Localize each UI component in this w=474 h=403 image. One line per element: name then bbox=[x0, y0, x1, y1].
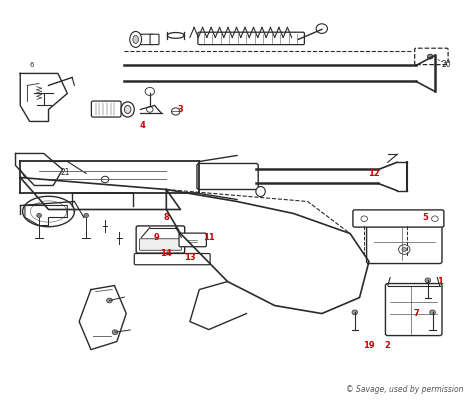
Text: 12: 12 bbox=[368, 169, 380, 178]
FancyBboxPatch shape bbox=[366, 222, 442, 264]
Text: 5: 5 bbox=[422, 213, 428, 222]
Circle shape bbox=[36, 214, 41, 218]
Circle shape bbox=[428, 54, 433, 59]
Circle shape bbox=[112, 330, 118, 334]
Circle shape bbox=[146, 107, 153, 112]
Ellipse shape bbox=[133, 35, 138, 44]
FancyBboxPatch shape bbox=[134, 253, 210, 265]
FancyBboxPatch shape bbox=[415, 48, 448, 64]
Text: 19: 19 bbox=[363, 341, 375, 350]
FancyBboxPatch shape bbox=[91, 101, 121, 117]
Circle shape bbox=[101, 176, 109, 183]
Ellipse shape bbox=[130, 31, 142, 48]
Circle shape bbox=[361, 216, 367, 222]
Circle shape bbox=[352, 310, 357, 315]
FancyBboxPatch shape bbox=[139, 239, 182, 250]
FancyBboxPatch shape bbox=[198, 32, 304, 45]
FancyBboxPatch shape bbox=[132, 34, 153, 45]
Text: 3: 3 bbox=[178, 105, 183, 114]
Text: 20: 20 bbox=[442, 60, 452, 69]
Ellipse shape bbox=[124, 106, 131, 114]
Text: 7: 7 bbox=[413, 309, 419, 318]
Text: © Savage, used by permission: © Savage, used by permission bbox=[346, 384, 463, 394]
Circle shape bbox=[402, 247, 407, 251]
Text: 4: 4 bbox=[140, 121, 146, 130]
Circle shape bbox=[145, 87, 155, 96]
Circle shape bbox=[84, 214, 89, 218]
FancyBboxPatch shape bbox=[179, 233, 206, 247]
Text: 13: 13 bbox=[184, 253, 196, 262]
Ellipse shape bbox=[121, 102, 134, 117]
FancyBboxPatch shape bbox=[150, 34, 159, 45]
Text: 21: 21 bbox=[60, 168, 70, 177]
Text: 2: 2 bbox=[385, 341, 391, 350]
Circle shape bbox=[399, 245, 410, 254]
Circle shape bbox=[430, 310, 436, 315]
Circle shape bbox=[432, 216, 438, 222]
Text: 9: 9 bbox=[154, 233, 160, 242]
Ellipse shape bbox=[256, 187, 265, 197]
FancyBboxPatch shape bbox=[197, 164, 258, 189]
Circle shape bbox=[425, 278, 431, 283]
FancyBboxPatch shape bbox=[136, 226, 185, 253]
Circle shape bbox=[172, 108, 180, 115]
Circle shape bbox=[316, 24, 328, 33]
FancyBboxPatch shape bbox=[385, 284, 442, 336]
Text: 14: 14 bbox=[160, 249, 172, 258]
Text: 11: 11 bbox=[203, 233, 215, 242]
Text: 6: 6 bbox=[30, 62, 34, 69]
Text: 1: 1 bbox=[437, 277, 443, 286]
Text: 8: 8 bbox=[164, 213, 169, 222]
FancyBboxPatch shape bbox=[353, 210, 444, 227]
Circle shape bbox=[107, 298, 112, 303]
